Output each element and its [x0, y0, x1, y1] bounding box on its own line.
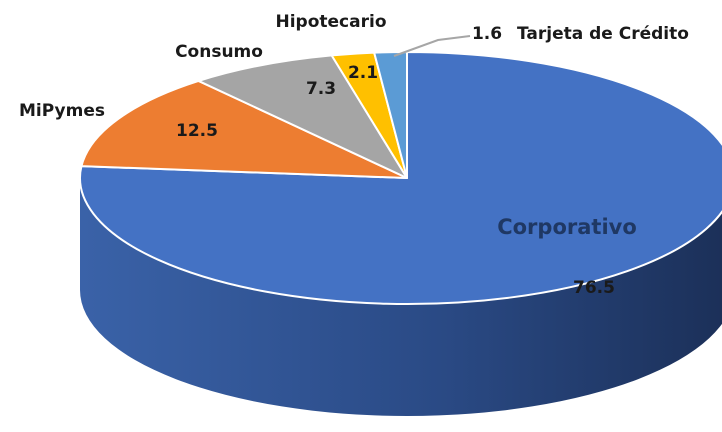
slice-side — [80, 178, 722, 416]
value-label: 2.1 — [348, 63, 378, 83]
value-label: 7.3 — [306, 79, 336, 99]
slice — [197, 54, 408, 179]
value-label: 1.6 — [472, 24, 502, 44]
category-label: MiPymes — [19, 101, 105, 121]
slice — [80, 79, 408, 179]
value-label: 76.5 — [573, 278, 615, 298]
category-label: Tarjeta de Crédito — [517, 24, 689, 44]
category-label: Consumo — [175, 42, 263, 62]
category-label: Corporativo — [497, 215, 637, 239]
category-label: Hipotecario — [276, 12, 387, 32]
value-label: 12.5 — [176, 121, 218, 141]
leader-line — [393, 35, 471, 57]
